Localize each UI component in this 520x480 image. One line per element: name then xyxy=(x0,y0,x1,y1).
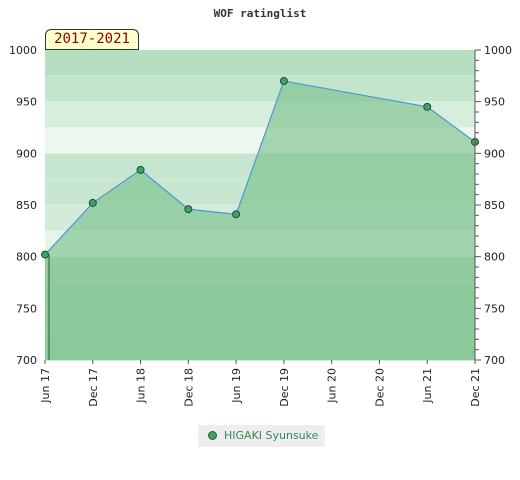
x-tick-label: Jun 19 xyxy=(230,368,243,404)
data-point[interactable] xyxy=(423,102,432,111)
x-tick-label: Dec 17 xyxy=(87,368,100,407)
background-band xyxy=(45,50,475,77)
y-tick-label-right: 700 xyxy=(484,354,505,367)
legend[interactable]: HIGAKI Syunsuke xyxy=(198,425,325,447)
x-tick-label: Jun 20 xyxy=(326,368,339,404)
legend-label: HIGAKI Syunsuke xyxy=(224,429,319,442)
y-tick-label-left: 850 xyxy=(16,199,37,212)
y-tick-label-left: 750 xyxy=(16,302,37,315)
chart-title: WOF ratinglist xyxy=(214,7,307,20)
area-fill xyxy=(45,81,475,360)
legend-marker-icon xyxy=(208,430,217,440)
period-label: 2017-2021 xyxy=(45,29,139,50)
y-tick-label-right: 800 xyxy=(484,251,505,264)
data-point[interactable] xyxy=(88,198,97,207)
x-tick-label: Jun 21 xyxy=(421,368,434,404)
y-tick-label-left: 700 xyxy=(16,354,37,367)
data-point[interactable] xyxy=(232,210,241,219)
y-tick-label-right: 850 xyxy=(484,199,505,212)
data-point[interactable] xyxy=(184,205,193,214)
data-point[interactable] xyxy=(279,77,288,85)
y-tick-label-left: 1000 xyxy=(9,44,37,57)
rating-points xyxy=(41,77,479,259)
y-tick-label-right: 1000 xyxy=(484,44,512,57)
series-line xyxy=(44,80,476,256)
background-band xyxy=(45,75,475,103)
y-axis-right: 700 750 800 850 900 950 1000 xyxy=(474,44,512,367)
x-axis: Jun 17 Dec 17 Jun 18 Dec 18 Jun 19 Dec 19 Jun … xyxy=(39,360,482,407)
y-tick-label-right: 950 xyxy=(484,96,505,109)
x-tick-label: Jun 17 xyxy=(39,368,52,404)
x-tick-label: Dec 20 xyxy=(373,368,386,407)
x-tick-label: Dec 19 xyxy=(278,368,291,407)
rating-line xyxy=(44,80,476,360)
y-tick-label-right: 750 xyxy=(484,302,505,315)
rating-area xyxy=(45,81,475,360)
x-tick-label: Dec 21 xyxy=(469,368,482,407)
x-tick-label: Jun 18 xyxy=(135,368,148,404)
data-point[interactable] xyxy=(136,165,145,174)
x-tick-label: Dec 18 xyxy=(182,368,195,407)
y-axis-left: 700 750 800 850 900 950 1000 xyxy=(9,44,37,367)
y-tick-label-right: 900 xyxy=(484,147,505,160)
y-tick-label-left: 950 xyxy=(16,96,37,109)
data-point[interactable] xyxy=(41,250,49,259)
y-tick-label-left: 900 xyxy=(16,147,37,160)
y-tick-label-left: 800 xyxy=(16,251,37,264)
